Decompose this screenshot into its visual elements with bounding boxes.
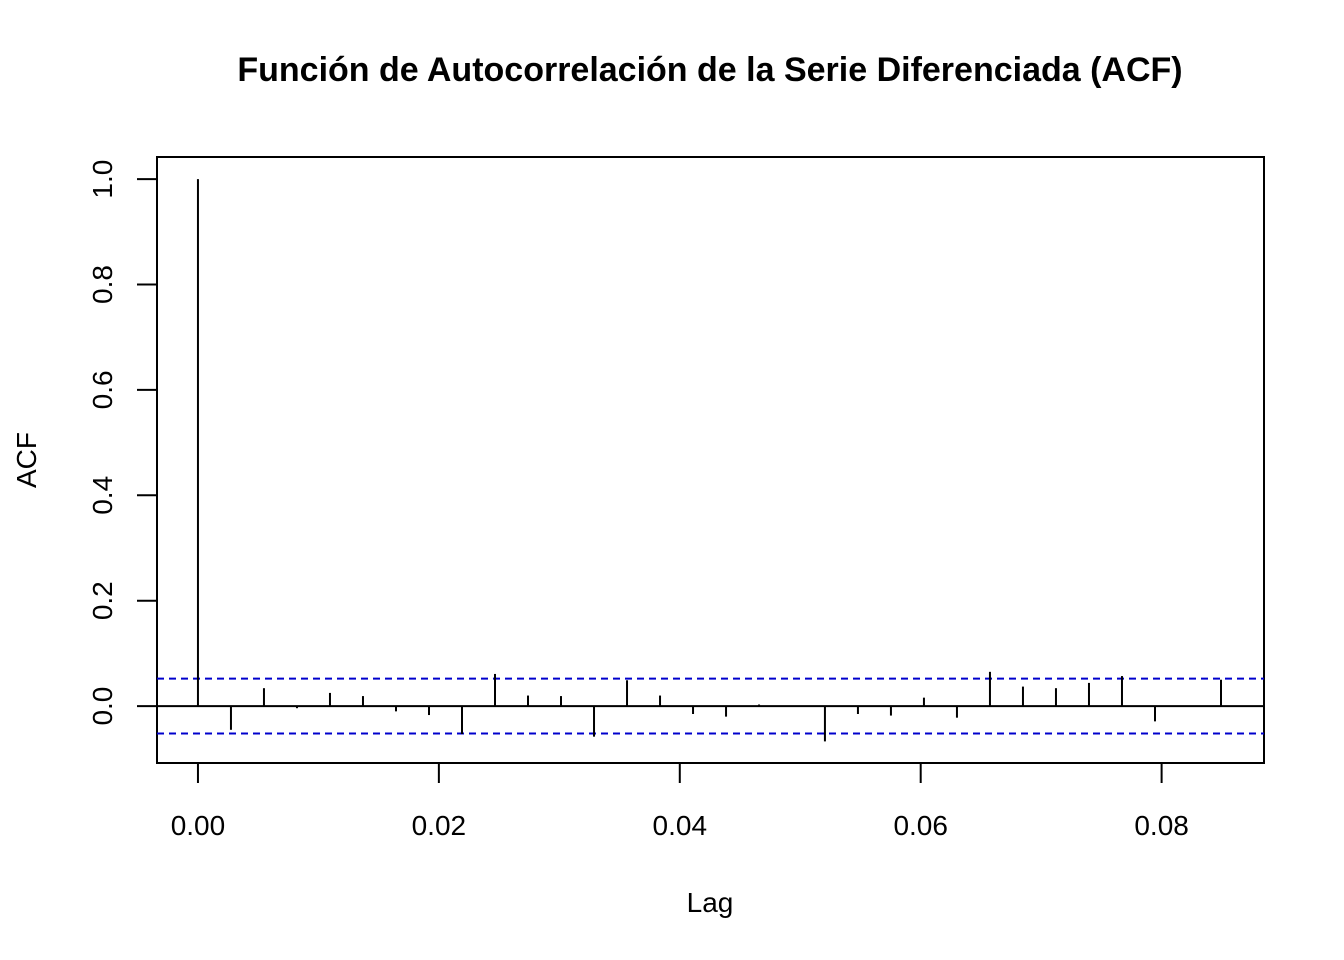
- plot-frame: [156, 156, 1265, 764]
- x-axis: 0.00 0.02 0.04 0.06 0.08: [171, 762, 1189, 841]
- y-tick-label: 1.0: [87, 160, 118, 199]
- y-axis: 0.0 0.2 0.4 0.6 0.8 1.0: [87, 160, 158, 726]
- x-tick-label: 0.04: [653, 810, 708, 841]
- y-tick-label: 0.6: [87, 370, 118, 409]
- x-tick-label: 0.06: [893, 810, 948, 841]
- confidence-bounds: [157, 677, 1264, 735]
- y-tick-label: 0.0: [87, 687, 118, 726]
- y-axis-label: ACF: [11, 432, 42, 488]
- chart-title: Función de Autocorrelación de la Serie D…: [237, 51, 1182, 89]
- x-tick-label: 0.00: [171, 810, 226, 841]
- x-tick-label: 0.08: [1134, 810, 1189, 841]
- acf-bars: [196, 179, 1222, 742]
- x-tick-label: 0.02: [412, 810, 467, 841]
- y-tick-label: 0.4: [87, 476, 118, 515]
- x-axis-label: Lag: [687, 887, 734, 918]
- y-tick-label: 0.8: [87, 265, 118, 304]
- y-tick-label: 0.2: [87, 581, 118, 620]
